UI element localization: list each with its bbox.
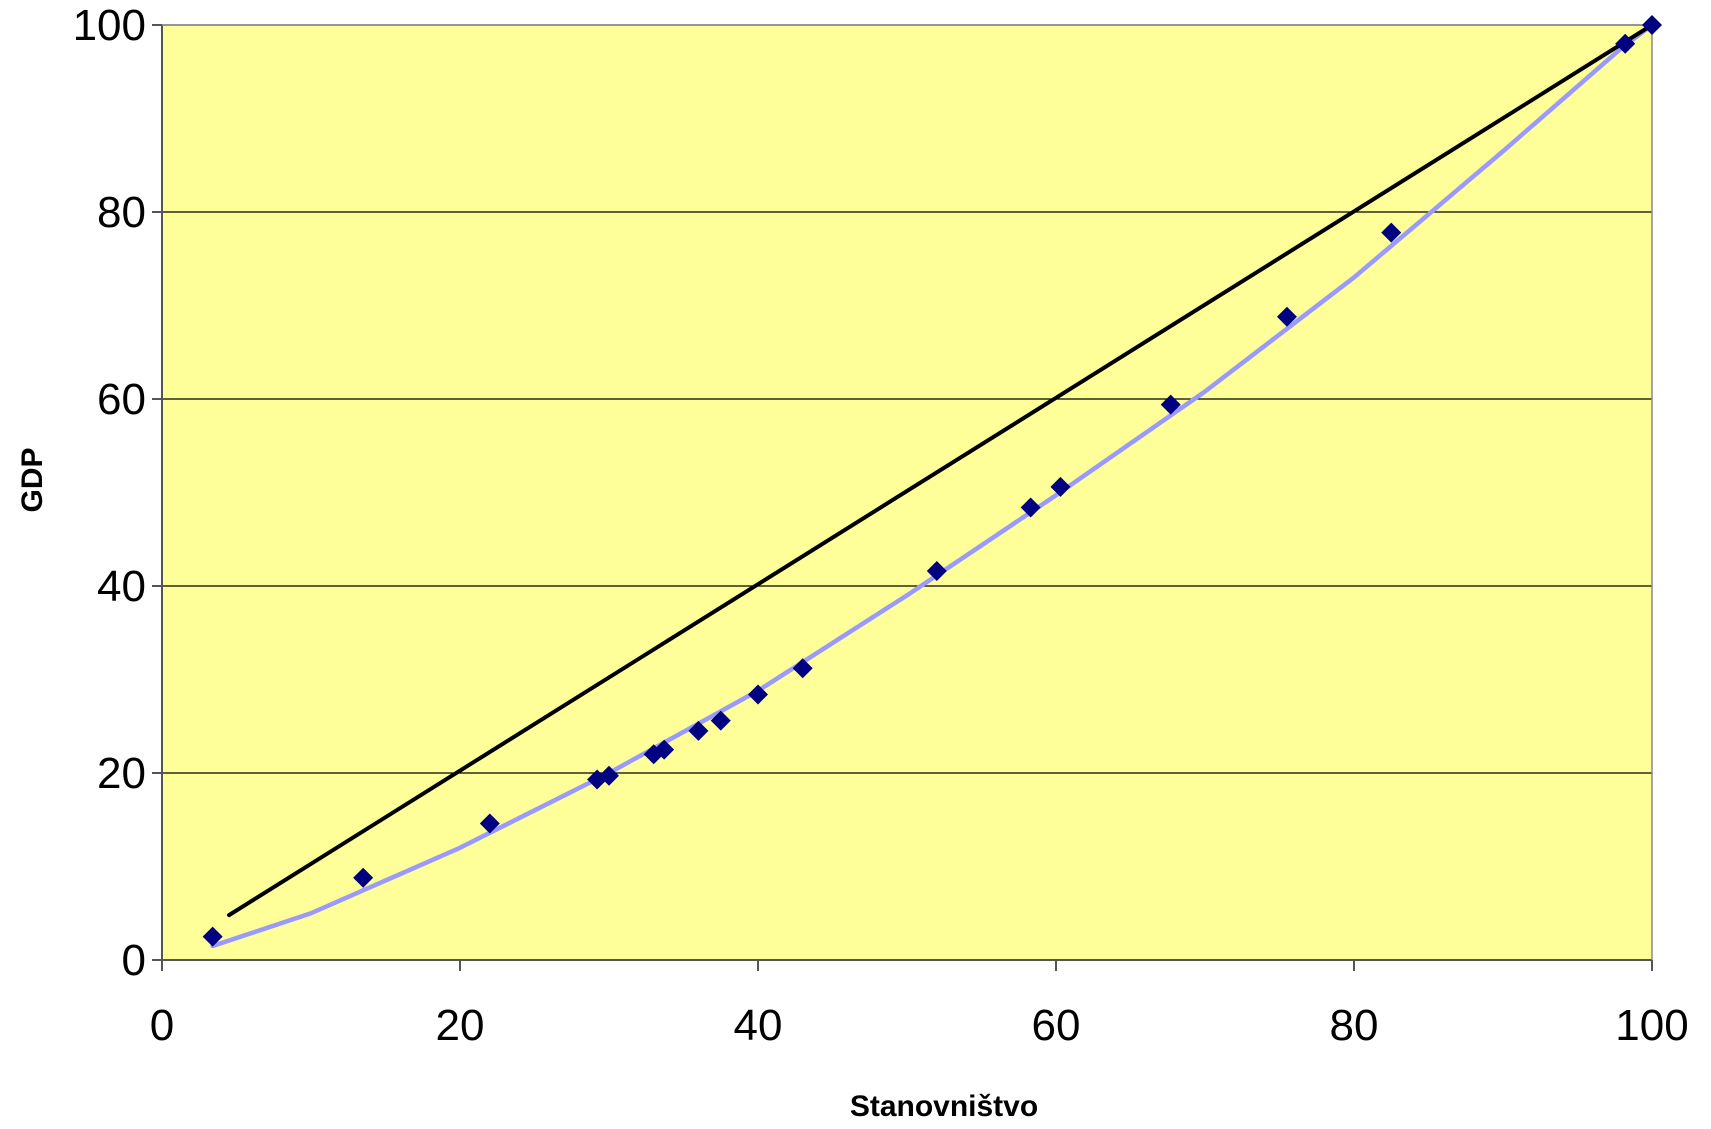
data-point: [1276, 306, 1297, 327]
data-point: [1615, 33, 1636, 54]
data-point: [479, 813, 500, 834]
data-point: [599, 765, 619, 786]
y-tick-label: 40: [97, 562, 146, 611]
y-tick-label: 20: [97, 749, 146, 798]
y-tick-label: 0: [122, 936, 146, 985]
data-point: [748, 684, 768, 705]
x-tick-label: 100: [1615, 1001, 1688, 1050]
y-tick-label: 80: [97, 188, 146, 237]
data-point: [202, 926, 223, 947]
tick-labels: 0 20 40 60 80 100 0 20 40 60 80 100: [73, 1, 1689, 1050]
axes: [152, 24, 1653, 971]
data-point: [353, 867, 374, 888]
x-tick-label: 0: [150, 1001, 174, 1050]
data-point: [1381, 222, 1402, 243]
data-point: [1160, 394, 1181, 415]
data-point: [654, 739, 675, 760]
x-tick-label: 60: [1032, 1001, 1081, 1050]
x-tick-label: 80: [1330, 1001, 1379, 1050]
data-point: [1020, 497, 1041, 518]
data-point: [926, 561, 947, 582]
data-point: [688, 720, 709, 741]
x-tick-label: 20: [436, 1001, 485, 1050]
lorenz-curve: [210, 22, 1655, 949]
data-point: [792, 658, 813, 679]
data-point: [1642, 15, 1662, 35]
y-tick-label: 60: [97, 375, 146, 424]
data-point: [1050, 476, 1071, 497]
data-point: [710, 710, 731, 731]
x-axis-title: Stanovništvo: [850, 1090, 1038, 1123]
y-tick-label: 100: [73, 1, 146, 50]
x-tick-label: 40: [734, 1001, 783, 1050]
gridlines: [162, 24, 1652, 774]
y-axis-title: GDP: [16, 447, 49, 512]
equality-line: [227, 23, 1654, 918]
series-layer: [202, 15, 1662, 949]
